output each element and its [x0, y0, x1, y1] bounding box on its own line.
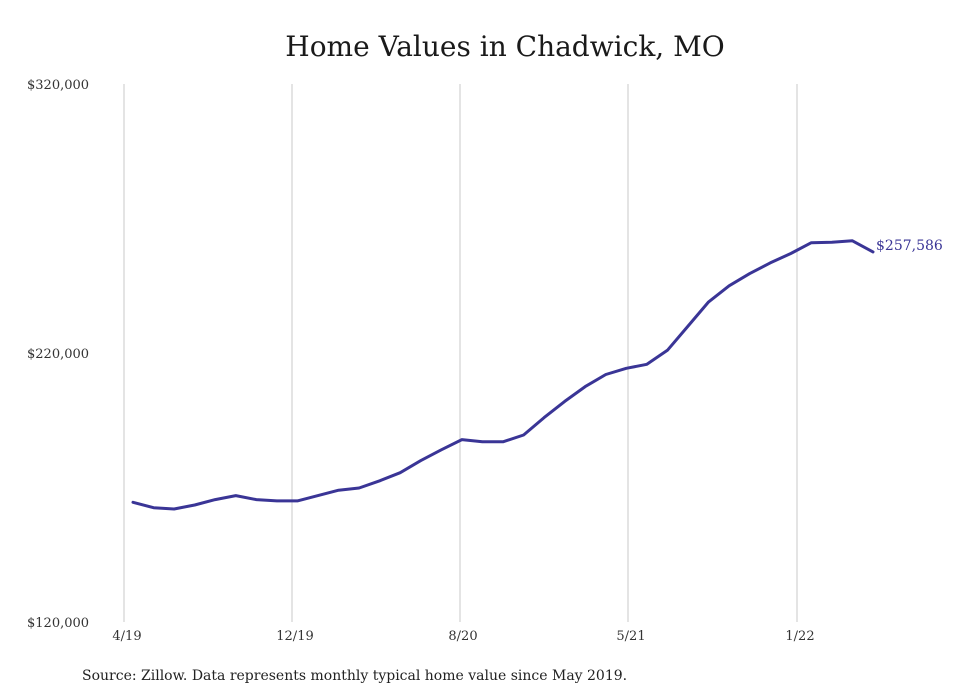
series-line	[131, 239, 875, 511]
x-tick-label: 12/19	[276, 629, 313, 644]
vertical-gridlines	[123, 84, 798, 622]
source-note: Source: Zillow. Data represents monthly …	[82, 668, 628, 684]
y-axis-ticks: $120,000 $220,000 $320,000	[27, 78, 89, 631]
x-tick-label: 8/20	[448, 629, 477, 644]
x-tick-label: 1/22	[785, 629, 814, 644]
end-value-label: $257,586	[876, 238, 943, 254]
x-tick-label: 5/21	[616, 629, 645, 644]
x-axis-ticks: 4/19 12/19 8/20 5/21 1/22	[112, 629, 814, 644]
y-tick-label: $120,000	[27, 616, 89, 631]
y-tick-label: $220,000	[27, 347, 89, 362]
y-tick-label: $320,000	[27, 78, 89, 93]
chart-title: Home Values in Chadwick, MO	[285, 30, 725, 63]
x-tick-label: 4/19	[112, 629, 141, 644]
